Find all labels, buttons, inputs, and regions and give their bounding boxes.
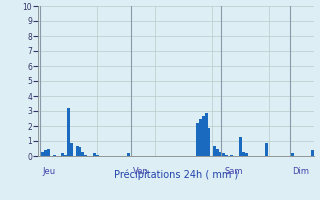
Bar [44,150,47,156]
Bar [311,150,314,156]
Bar [208,128,211,156]
Bar [245,153,248,156]
Bar [47,148,50,156]
Bar [213,146,216,156]
Bar [216,148,219,156]
Bar [127,153,130,156]
X-axis label: Précipitations 24h ( mm ): Précipitations 24h ( mm ) [114,170,238,180]
Bar [81,152,84,156]
Bar [53,154,56,156]
Text: Dim: Dim [292,167,309,176]
Bar [242,152,245,156]
Bar [41,152,44,156]
Text: Jeu: Jeu [43,167,56,176]
Bar [70,142,73,156]
Bar [61,153,64,156]
Bar [202,116,205,156]
Bar [239,137,242,156]
Bar [64,154,67,156]
Bar [93,153,96,156]
Bar [76,146,78,156]
Bar [222,153,225,156]
Text: Sam: Sam [224,167,243,176]
Bar [291,153,293,156]
Bar [78,147,81,156]
Bar [230,154,233,156]
Bar [96,154,99,156]
Bar [196,123,199,156]
Bar [199,118,202,156]
Bar [225,154,228,156]
Bar [265,142,268,156]
Bar [67,108,70,156]
Text: Ven: Ven [133,167,149,176]
Bar [84,154,87,156]
Bar [205,113,208,156]
Bar [219,152,222,156]
